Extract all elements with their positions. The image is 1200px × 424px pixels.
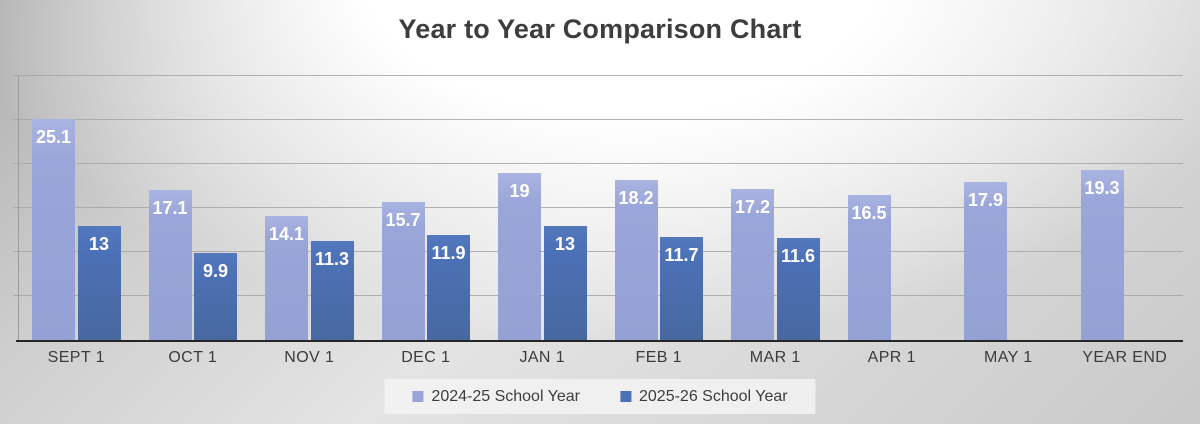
bar-value-label: 15.7 bbox=[385, 209, 421, 230]
x-axis-baseline bbox=[16, 339, 1183, 342]
bar-2024-25-dec-1: 15.7 bbox=[381, 201, 425, 340]
gridline-10 bbox=[13, 251, 1183, 252]
legend-swatch-2024-25-icon bbox=[412, 391, 424, 402]
bar-value-label: 11.3 bbox=[314, 248, 350, 269]
legend-item-2024-25: 2024-25 School Year bbox=[412, 388, 580, 406]
plot-area: 25.1 13 17.1 9.9 14.1 11.3 15.7 11.9 19 13 18.2 11.… bbox=[13, 75, 1183, 342]
bar-2025-26-sept-1: 13 bbox=[77, 225, 121, 340]
x-axis-label-year-end: YEAR END bbox=[1082, 349, 1168, 366]
bar-value-label: 11.9 bbox=[431, 243, 466, 264]
gridline-20 bbox=[13, 163, 1183, 164]
bar-value-label: 19.3 bbox=[1084, 178, 1120, 199]
x-axis-label-jan-1: JAN 1 bbox=[519, 349, 566, 366]
chart-title: Year to Year Comparison Chart bbox=[398, 14, 802, 44]
bar-2024-25-nov-1: 14.1 bbox=[265, 215, 308, 340]
bar-2024-25-feb-1: 18.2 bbox=[614, 179, 658, 340]
bar-2025-26-oct-1: 9.9 bbox=[194, 252, 237, 340]
bar-2024-25-mar-1: 17.2 bbox=[731, 188, 774, 340]
x-axis-label-dec-1: DEC 1 bbox=[401, 349, 451, 366]
x-axis-labels: SEPT 1 OCT 1 NOV 1 DEC 1 JAN 1 FEB 1 MAR 1 APR … bbox=[18, 349, 1183, 373]
bar-value-label: 17.2 bbox=[734, 196, 771, 217]
bar-value-label: 17.1 bbox=[152, 197, 188, 218]
bar-2025-26-jan-1: 13 bbox=[543, 225, 587, 340]
legend: 2024-25 School Year 2025-26 School Year bbox=[384, 379, 816, 414]
x-axis-label-feb-1: FEB 1 bbox=[635, 349, 682, 366]
bar-value-label: 11.7 bbox=[664, 245, 699, 266]
x-axis-label-mar-1: MAR 1 bbox=[749, 349, 801, 366]
bar-value-label: 14.1 bbox=[268, 223, 305, 244]
gridline-30 bbox=[13, 75, 1183, 76]
x-axis-label-nov-1: NOV 1 bbox=[284, 349, 335, 366]
legend-label-2025-26: 2025-26 School Year bbox=[639, 387, 788, 405]
x-axis-label-oct-1: OCT 1 bbox=[168, 349, 218, 366]
gridline-5 bbox=[13, 295, 1183, 296]
bar-value-label: 13 bbox=[554, 233, 576, 254]
bar-2024-25-may-1: 17.9 bbox=[964, 182, 1007, 340]
bar-value-label: 11.6 bbox=[780, 245, 816, 266]
x-axis-label-sept-1: SEPT 1 bbox=[47, 349, 105, 366]
gridline-15 bbox=[13, 207, 1183, 208]
bar-value-label: 16.5 bbox=[851, 202, 887, 223]
legend-item-2025-26: 2025-26 School Year bbox=[620, 388, 788, 406]
legend-label-2024-25: 2024-25 School Year bbox=[431, 387, 580, 405]
bar-value-label: 17.9 bbox=[967, 190, 1004, 211]
bar-2025-26-feb-1: 11.7 bbox=[660, 237, 703, 340]
bar-value-label: 25.1 bbox=[35, 127, 72, 148]
bar-2024-25-oct-1: 17.1 bbox=[148, 189, 192, 340]
bar-value-label: 13 bbox=[88, 233, 110, 254]
y-axis-line bbox=[18, 76, 19, 340]
bar-value-label: 19 bbox=[509, 180, 530, 201]
x-axis-label-apr-1: APR 1 bbox=[867, 349, 916, 366]
bar-value-label: 9.9 bbox=[202, 260, 229, 281]
bar-value-label: 18.2 bbox=[618, 187, 654, 208]
x-axis-label-may-1: MAY 1 bbox=[983, 349, 1033, 366]
bar-2025-26-dec-1: 11.9 bbox=[427, 235, 470, 340]
legend-swatch-2025-26-icon bbox=[620, 391, 631, 402]
bar-2025-26-nov-1: 11.3 bbox=[310, 240, 354, 340]
bar-2024-25-sept-1: 25.1 bbox=[32, 119, 75, 340]
bar-2025-26-mar-1: 11.6 bbox=[776, 237, 820, 340]
bar-2024-25-apr-1: 16.5 bbox=[847, 194, 891, 340]
gridline-25 bbox=[13, 119, 1183, 120]
bar-2024-25-jan-1: 19 bbox=[498, 172, 541, 340]
bar-2024-25-year-end: 19.3 bbox=[1080, 170, 1124, 340]
